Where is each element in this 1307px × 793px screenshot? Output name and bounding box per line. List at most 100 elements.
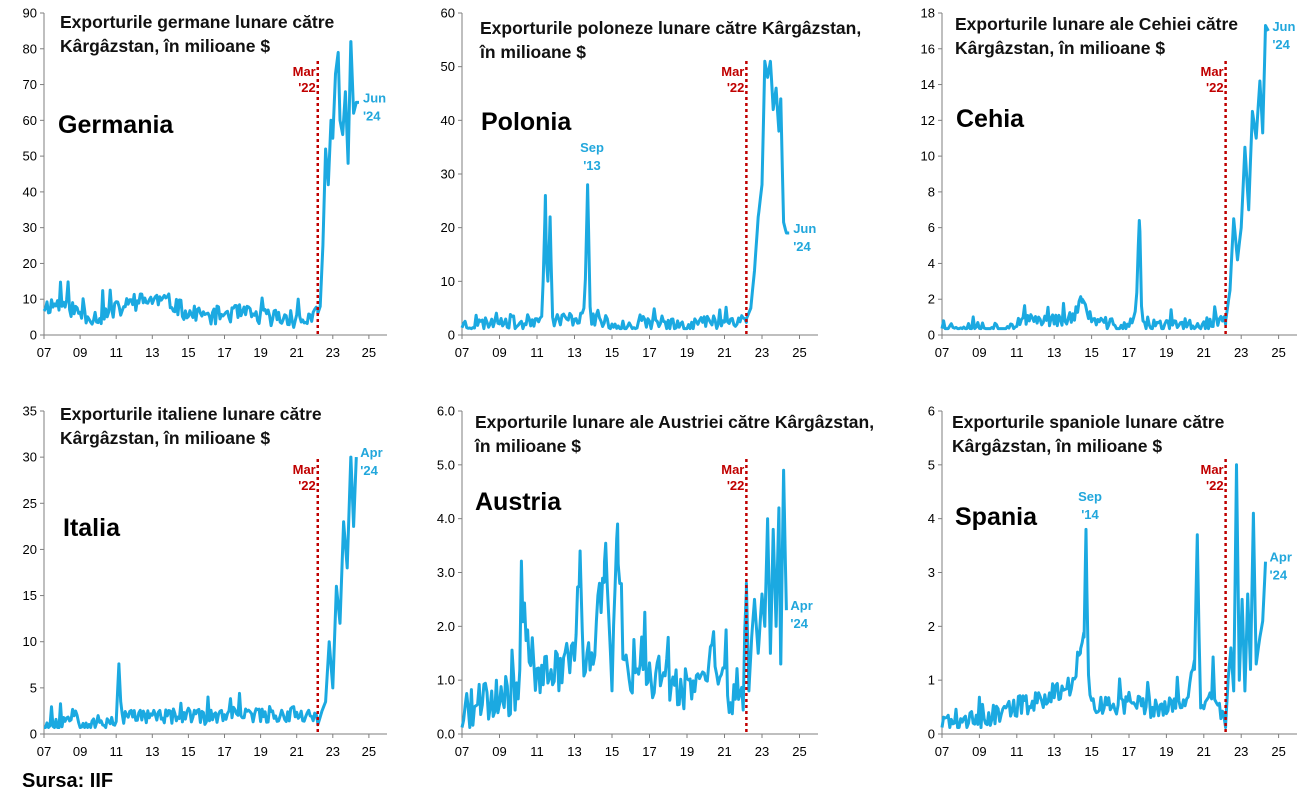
x-tick-label: 19 <box>253 744 267 759</box>
y-tick-label: 20 <box>23 256 37 271</box>
x-tick-label: 23 <box>755 345 769 360</box>
event-marker-label: Mar <box>721 462 744 477</box>
x-tick-label: 15 <box>181 345 195 360</box>
x-tick-label: 15 <box>1084 744 1098 759</box>
country-label: Italia <box>63 514 121 542</box>
y-tick-label: 0 <box>928 328 935 343</box>
x-tick-label: 13 <box>145 345 159 360</box>
x-tick-label: 17 <box>217 744 231 759</box>
y-tick-label: 10 <box>23 292 37 307</box>
y-tick-label: 80 <box>23 41 37 56</box>
event-marker-label: Mar <box>1200 462 1223 477</box>
chart-title: în milioane $ <box>474 436 581 456</box>
event-marker-label: '22 <box>1206 80 1224 95</box>
y-tick-label: 8 <box>928 184 935 199</box>
chart-title: Exporturile germane lunare către <box>60 12 335 32</box>
y-tick-label: 0 <box>30 727 37 742</box>
x-tick-label: 11 <box>109 345 123 360</box>
event-marker-label: Mar <box>293 462 316 477</box>
x-tick-label: 23 <box>326 744 340 759</box>
x-tick-label: 09 <box>73 744 87 759</box>
end-label: '24 <box>363 108 381 123</box>
x-tick-label: 07 <box>455 744 469 759</box>
y-tick-label: 25 <box>23 496 37 511</box>
x-tick-label: 13 <box>567 345 581 360</box>
event-marker-label: '22 <box>727 80 745 95</box>
chart-title: Exporturile italiene lunare către <box>60 404 322 424</box>
event-marker-label: '22 <box>1206 478 1224 493</box>
x-tick-label: 19 <box>680 744 694 759</box>
x-tick-label: 25 <box>1271 345 1285 360</box>
x-tick-label: 23 <box>1234 744 1248 759</box>
x-tick-label: 15 <box>1084 345 1098 360</box>
x-tick-label: 17 <box>1122 345 1136 360</box>
x-tick-label: 21 <box>1197 345 1211 360</box>
y-tick-label: 10 <box>23 634 37 649</box>
chart-title: în milioane $ <box>479 42 586 62</box>
x-tick-label: 21 <box>289 744 303 759</box>
y-tick-label: 90 <box>23 6 37 21</box>
source-note: Sursa: IIF <box>22 770 114 792</box>
x-tick-label: 09 <box>972 744 986 759</box>
chart-title: Kârgâzstan, în milioane $ <box>60 428 270 448</box>
x-tick-label: 07 <box>935 345 949 360</box>
y-tick-label: 0.0 <box>437 727 455 742</box>
event-marker-label: '22 <box>298 478 316 493</box>
y-tick-label: 30 <box>23 450 37 465</box>
end-label: Apr <box>1270 550 1292 565</box>
x-tick-label: 19 <box>253 345 267 360</box>
x-tick-label: 13 <box>1047 345 1061 360</box>
x-tick-label: 07 <box>37 744 51 759</box>
x-tick-label: 25 <box>362 345 376 360</box>
y-tick-label: 12 <box>921 113 935 128</box>
y-tick-label: 6 <box>928 404 935 419</box>
chart-title: Kârgâzstan, în milioane $ <box>955 38 1165 58</box>
x-tick-label: 25 <box>362 744 376 759</box>
chart-title: Exporturile lunare ale Austriei către Kâ… <box>475 412 874 432</box>
y-tick-label: 50 <box>23 149 37 164</box>
chart-title: Exporturile poloneze lunare către Kârgâz… <box>480 18 861 38</box>
y-tick-label: 0 <box>928 727 935 742</box>
y-tick-label: 5.0 <box>437 457 455 472</box>
x-tick-label: 25 <box>792 345 806 360</box>
event-marker-label: Mar <box>721 64 744 79</box>
x-tick-label: 17 <box>217 345 231 360</box>
y-tick-label: 3.0 <box>437 565 455 580</box>
y-tick-label: 30 <box>23 220 37 235</box>
x-tick-label: 17 <box>642 345 656 360</box>
end-label: Jun <box>793 221 816 236</box>
y-tick-label: 4 <box>928 511 935 526</box>
y-tick-label: 5 <box>928 457 935 472</box>
peak-label: Sep <box>580 140 604 155</box>
y-tick-label: 50 <box>441 59 455 74</box>
y-tick-label: 4.0 <box>437 511 455 526</box>
y-tick-label: 1.0 <box>437 673 455 688</box>
end-label: Jun <box>363 90 386 105</box>
x-tick-label: 11 <box>1010 345 1024 360</box>
y-tick-label: 2 <box>928 619 935 634</box>
x-tick-label: 11 <box>109 744 123 759</box>
end-label: '24 <box>360 463 378 478</box>
y-tick-label: 30 <box>441 167 455 182</box>
y-tick-label: 2.0 <box>437 619 455 634</box>
country-label: Germania <box>58 111 174 139</box>
x-tick-label: 07 <box>935 744 949 759</box>
y-tick-label: 20 <box>23 542 37 557</box>
y-tick-label: 4 <box>928 256 935 271</box>
event-marker-label: Mar <box>293 64 316 79</box>
country-label: Cehia <box>956 105 1025 133</box>
y-tick-label: 6.0 <box>437 404 455 419</box>
x-tick-label: 25 <box>1271 744 1285 759</box>
y-tick-label: 3 <box>928 565 935 580</box>
x-tick-label: 11 <box>1010 744 1024 759</box>
x-tick-label: 09 <box>972 345 986 360</box>
x-tick-label: 21 <box>1197 744 1211 759</box>
y-tick-label: 14 <box>921 77 935 92</box>
end-label: '24 <box>793 239 811 254</box>
end-label: Apr <box>790 598 812 613</box>
x-tick-label: 15 <box>181 744 195 759</box>
y-tick-label: 18 <box>921 6 935 21</box>
chart-panel-austria: 0.0 1.0 2.0 3.0 4.0 5.0 6.0 07 09 11 13 15 17 19 21 23 2… <box>437 404 874 760</box>
chart-title: Kârgâzstan, în milioane $ <box>60 36 270 56</box>
